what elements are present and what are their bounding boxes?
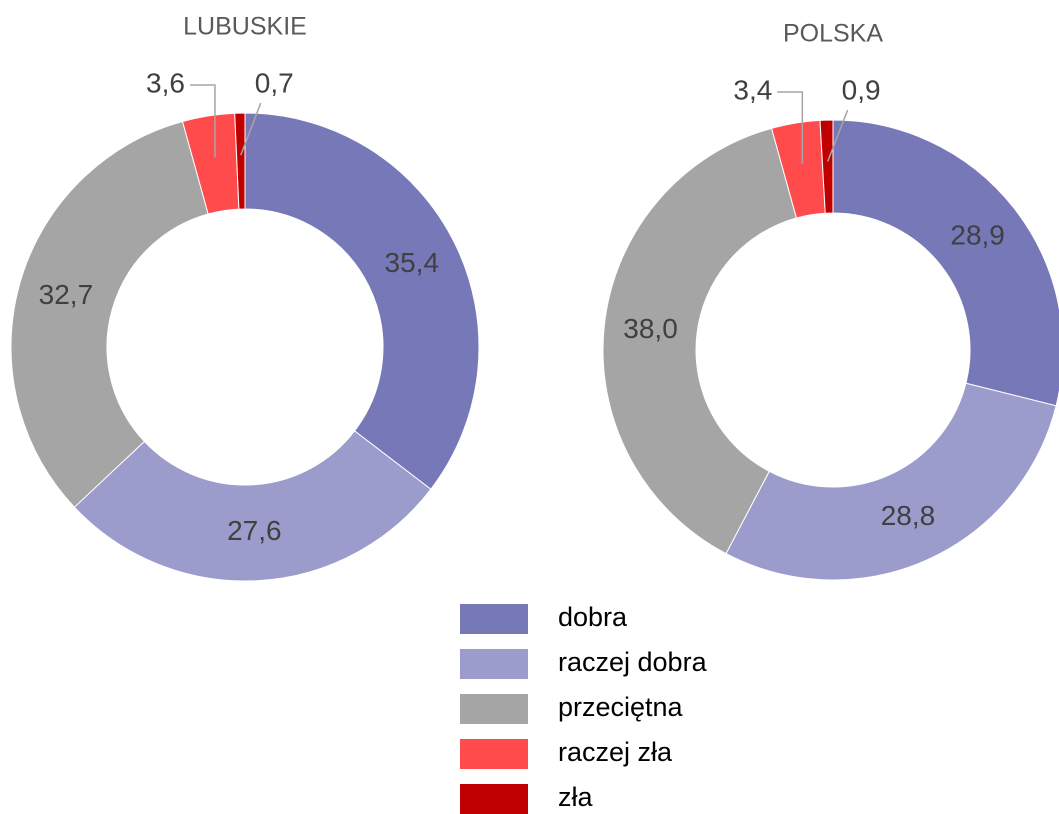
data-label: 35,4	[385, 247, 440, 278]
data-label: 32,7	[39, 279, 94, 310]
data-label: 27,6	[227, 515, 282, 546]
data-label: 3,6	[146, 67, 185, 98]
slice: zła	[819, 119, 834, 214]
leader-line	[777, 91, 804, 164]
legend-label: dobra	[558, 602, 628, 632]
chart-title: POLSKA	[783, 20, 883, 48]
data-label: 28,8	[881, 500, 936, 531]
leader-line	[240, 102, 262, 156]
slice: raczej dobra	[73, 430, 432, 582]
legend-swatch	[460, 604, 528, 634]
leader-line	[826, 109, 849, 162]
legend-label: przeciętna	[558, 692, 684, 722]
data-label: 38,0	[623, 313, 678, 344]
data-label: 0,7	[255, 67, 294, 98]
legend-swatch	[460, 649, 528, 679]
data-label: 0,9	[842, 74, 881, 105]
legend-swatch	[460, 694, 528, 724]
leader-line	[189, 84, 216, 158]
data-label: 28,9	[950, 219, 1005, 250]
data-label: 3,4	[733, 74, 772, 105]
slice: dobra	[244, 112, 480, 490]
legend-label: raczej zła	[558, 737, 673, 767]
slice: przeciętna	[10, 120, 209, 508]
legend-label: raczej dobra	[558, 647, 708, 677]
legend-swatch	[460, 739, 528, 769]
slice: zła	[234, 112, 246, 210]
legend-swatch	[460, 784, 528, 814]
legend-label: zła	[558, 782, 593, 812]
slice: przeciętna	[602, 127, 798, 555]
slice: dobra	[832, 119, 1059, 407]
slice: raczej dobra	[725, 382, 1057, 581]
chart-title: LUBUSKIE	[183, 13, 307, 41]
